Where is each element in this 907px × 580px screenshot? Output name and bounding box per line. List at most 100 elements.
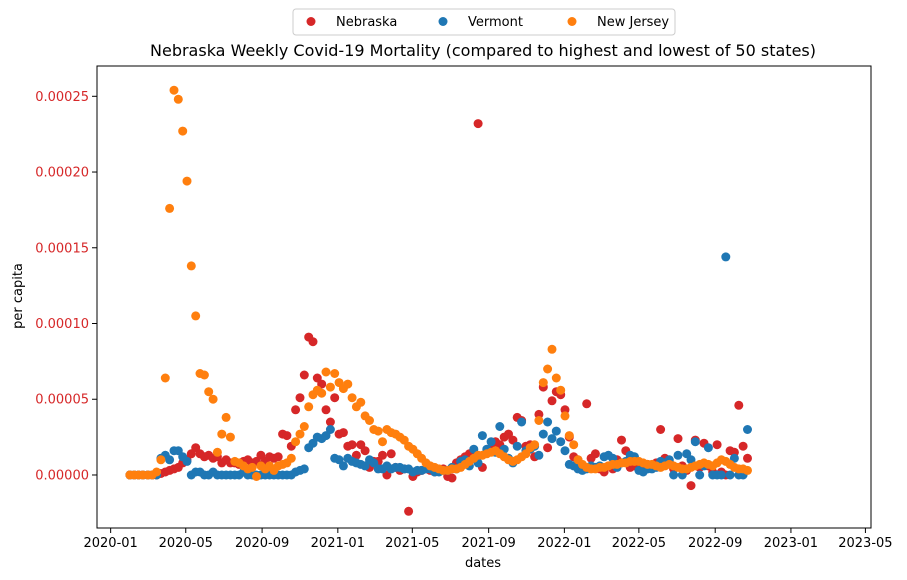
data-point [738, 441, 748, 451]
data-point [247, 462, 257, 472]
data-point [378, 450, 387, 460]
data-point [291, 437, 301, 447]
data-point [669, 470, 679, 480]
data-point [182, 456, 192, 466]
y-tick-label: 0.00010 [35, 317, 89, 332]
y-axis: 0.00000 0.00005 0.00010 0.00015 0.00020 0.000… [35, 90, 97, 483]
data-point [725, 470, 735, 480]
points-layer [125, 85, 752, 516]
data-point [325, 425, 335, 434]
data-point [547, 344, 557, 354]
data-point [152, 467, 162, 477]
x-tick-label: 2020-01 [83, 536, 137, 551]
legend: Nebraska Vermont New Jersey [292, 8, 676, 36]
data-point [543, 417, 553, 427]
data-point [217, 429, 227, 439]
data-point [252, 472, 261, 481]
data-point [165, 455, 175, 465]
data-point [617, 435, 626, 445]
data-point [186, 261, 196, 271]
data-point [569, 440, 579, 450]
data-point [273, 452, 283, 462]
data-point [295, 393, 305, 403]
data-point [204, 387, 214, 397]
data-point [208, 394, 218, 404]
data-point [317, 388, 327, 398]
data-point [330, 393, 340, 403]
data-point [199, 370, 209, 380]
data-point [299, 422, 309, 431]
data-point [551, 426, 561, 436]
legend-label: New Jersey [597, 15, 669, 30]
x-tick-label: 2020-05 [159, 536, 213, 551]
data-point [512, 441, 522, 451]
y-axis-label: per capita [11, 263, 26, 329]
data-point [530, 440, 540, 450]
data-point [173, 94, 183, 104]
data-point [338, 461, 348, 471]
data-point [338, 428, 348, 438]
data-point [225, 432, 235, 442]
data-point [178, 126, 188, 136]
data-point [743, 425, 752, 434]
data-point [538, 378, 548, 388]
data-point [743, 453, 752, 463]
data-point [703, 443, 713, 453]
x-tick-label: 2021-05 [385, 536, 439, 551]
data-point [716, 470, 726, 480]
data-point [734, 400, 744, 410]
data-point [295, 429, 305, 439]
data-point [212, 447, 222, 457]
data-point [299, 370, 309, 380]
data-point [291, 405, 301, 415]
data-point [325, 382, 335, 392]
data-point [560, 411, 570, 421]
x-tick-label: 2020-09 [235, 536, 289, 551]
data-point [308, 337, 318, 347]
data-point [169, 85, 179, 95]
data-point [160, 373, 170, 383]
x-axis-label: dates [465, 556, 501, 571]
data-point [538, 429, 548, 439]
x-tick-label: 2022-01 [537, 536, 591, 551]
y-tick-label: 0.00000 [35, 468, 89, 483]
data-point [325, 417, 335, 427]
data-point [286, 453, 296, 463]
data-point [547, 396, 557, 406]
data-point [330, 369, 340, 378]
data-point [743, 465, 752, 475]
data-point [404, 506, 414, 516]
data-point [321, 405, 331, 415]
data-point [690, 437, 700, 447]
data-point [721, 252, 731, 262]
y-tick-label: 0.00020 [35, 166, 89, 181]
data-point [347, 440, 357, 450]
data-point [556, 385, 566, 395]
data-point [473, 119, 483, 129]
plot-area: 2020-01 2020-05 2020-09 2021-01 2021-05 2021-… [35, 65, 893, 551]
legend-box [292, 8, 676, 36]
data-point [495, 422, 505, 431]
data-point [517, 417, 527, 427]
data-point [673, 434, 683, 444]
data-point [156, 455, 166, 465]
x-tick-label: 2022-09 [688, 536, 742, 551]
y-tick-label: 0.00005 [35, 393, 89, 408]
data-point [673, 450, 683, 460]
data-point [543, 364, 553, 374]
legend-label: Vermont [468, 15, 523, 30]
legend-marker [438, 17, 448, 26]
data-point [556, 437, 566, 447]
data-point [182, 176, 192, 186]
data-point [534, 450, 544, 460]
x-axis: 2020-01 2020-05 2020-09 2021-01 2021-05 2021-… [83, 528, 893, 551]
data-point [386, 449, 396, 459]
x-tick-label: 2023-05 [838, 536, 892, 551]
plot-frame [96, 65, 872, 529]
x-tick-label: 2021-09 [461, 536, 515, 551]
data-point [347, 393, 357, 403]
data-point [560, 446, 570, 456]
data-point [534, 416, 544, 425]
